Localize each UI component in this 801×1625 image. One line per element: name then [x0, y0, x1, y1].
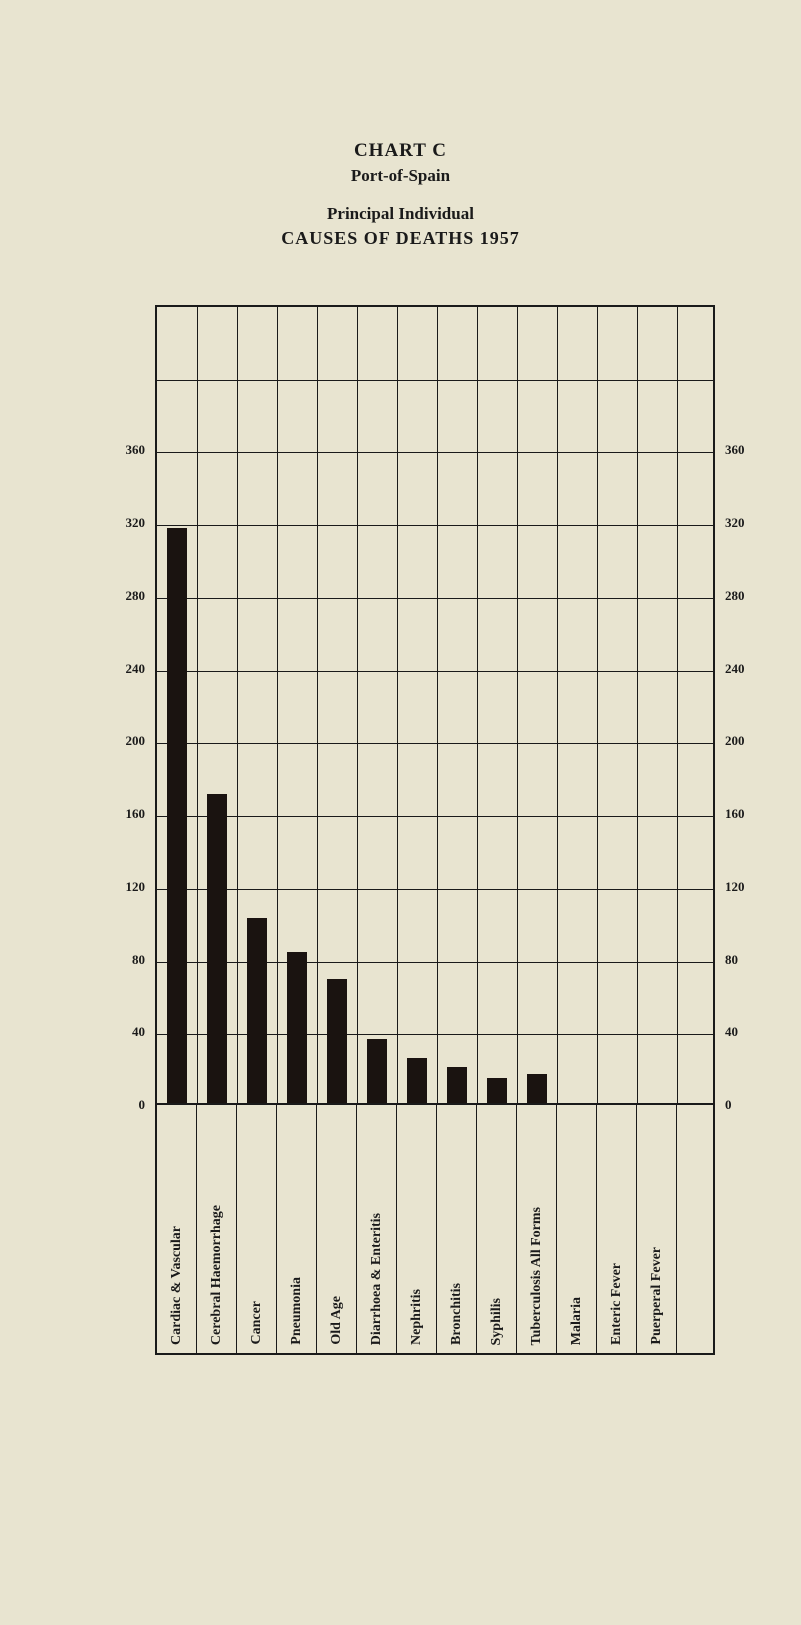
y-axis-tick-left: 360	[126, 442, 146, 458]
y-axis-tick-right: 280	[725, 588, 745, 604]
y-axis-tick-left: 280	[126, 588, 146, 604]
gridline-horizontal	[157, 1034, 713, 1035]
y-axis-tick-left: 160	[126, 806, 146, 822]
gridline-horizontal	[157, 962, 713, 963]
chart-title-main: CHART C	[0, 140, 801, 162]
gridline-horizontal	[157, 743, 713, 744]
y-axis-tick-right: 160	[725, 806, 745, 822]
chart-container: Cardiac & Vascular Cerebral Haemorrhage Ca…	[155, 305, 715, 1355]
gridline-vertical	[357, 307, 358, 1103]
bar	[327, 979, 347, 1103]
y-axis-tick-right: 0	[725, 1097, 732, 1113]
y-axis-tick-right: 360	[725, 442, 745, 458]
chart-title-location: Port-of-Spain	[0, 166, 801, 186]
gridline-vertical	[677, 307, 678, 1103]
y-axis-tick-right: 240	[725, 661, 745, 677]
x-axis-label: Old Age	[329, 1296, 345, 1345]
y-axis-tick-right: 120	[725, 879, 745, 895]
gridline-horizontal	[157, 816, 713, 817]
x-axis-label: Diarrhoea & Enteritis	[369, 1213, 385, 1345]
gridline-vertical	[397, 307, 398, 1103]
x-axis-label: Syphilis	[489, 1298, 505, 1345]
gridline-vertical	[277, 307, 278, 1103]
x-axis-label-cell: Old Age	[317, 1105, 357, 1355]
x-axis-label: Tuberculosis All Forms	[529, 1207, 545, 1345]
x-axis-label: Malaria	[569, 1297, 585, 1345]
gridline-horizontal	[157, 598, 713, 599]
x-axis-label-cell: Pneumonia	[277, 1105, 317, 1355]
bar	[207, 794, 227, 1103]
gridline-vertical	[597, 307, 598, 1103]
y-axis-tick-left: 40	[132, 1024, 145, 1040]
x-axis-label: Nephritis	[409, 1289, 425, 1345]
y-axis-tick-left: 120	[126, 879, 146, 895]
gridline-vertical	[517, 307, 518, 1103]
x-axis-label-cell: Nephritis	[397, 1105, 437, 1355]
chart-titles: CHART C Port-of-Spain Principal Individu…	[0, 0, 801, 249]
x-axis-label-cell: Tuberculosis All Forms	[517, 1105, 557, 1355]
x-axis-label: Cancer	[249, 1301, 265, 1345]
chart-title-period: CAUSES OF DEATHS 1957	[0, 228, 801, 249]
y-axis-tick-left: 200	[126, 733, 146, 749]
x-axis-label-area: Cardiac & Vascular Cerebral Haemorrhage Ca…	[155, 1105, 715, 1355]
bar	[447, 1067, 467, 1103]
bar	[487, 1078, 507, 1103]
y-axis-tick-left: 0	[139, 1097, 146, 1113]
x-axis-label: Bronchitis	[449, 1283, 465, 1345]
gridline-horizontal	[157, 452, 713, 453]
gridline-horizontal	[157, 889, 713, 890]
bar	[527, 1074, 547, 1103]
gridline-vertical	[477, 307, 478, 1103]
gridline-vertical	[317, 307, 318, 1103]
x-axis-label-cell: Cancer	[237, 1105, 277, 1355]
y-axis-tick-right: 40	[725, 1024, 738, 1040]
x-axis-label-cell	[677, 1105, 717, 1355]
gridline-horizontal	[157, 525, 713, 526]
plot-area	[155, 305, 715, 1105]
gridline-vertical	[237, 307, 238, 1103]
x-axis-label: Cerebral Haemorrhage	[209, 1205, 225, 1345]
y-axis-tick-left: 320	[126, 515, 146, 531]
x-axis-label: Enteric Fever	[609, 1263, 625, 1345]
x-axis-label-cell: Diarrhoea & Enteritis	[357, 1105, 397, 1355]
x-axis-label: Puerperal Fever	[649, 1247, 665, 1345]
x-axis-label-cell: Cardiac & Vascular	[157, 1105, 197, 1355]
x-axis-label-cell: Enteric Fever	[597, 1105, 637, 1355]
bar	[367, 1039, 387, 1103]
y-axis-tick-right: 320	[725, 515, 745, 531]
gridline-vertical	[197, 307, 198, 1103]
gridline-vertical	[637, 307, 638, 1103]
gridline-vertical	[437, 307, 438, 1103]
x-axis-label-cell: Syphilis	[477, 1105, 517, 1355]
x-axis-label-cell: Malaria	[557, 1105, 597, 1355]
y-axis-tick-left: 80	[132, 952, 145, 968]
x-axis-label: Cardiac & Vascular	[169, 1226, 185, 1345]
x-axis-label-cell: Cerebral Haemorrhage	[197, 1105, 237, 1355]
x-axis-label-cell: Puerperal Fever	[637, 1105, 677, 1355]
gridline-horizontal	[157, 671, 713, 672]
bar	[247, 918, 267, 1103]
y-axis-tick-right: 80	[725, 952, 738, 968]
gridline-horizontal	[157, 380, 713, 381]
chart-title-subject: Principal Individual	[0, 204, 801, 224]
y-axis-tick-right: 200	[725, 733, 745, 749]
x-axis-label-cell: Bronchitis	[437, 1105, 477, 1355]
bar	[407, 1058, 427, 1103]
bar	[287, 952, 307, 1103]
gridline-vertical	[557, 307, 558, 1103]
y-axis-tick-left: 240	[126, 661, 146, 677]
bar	[167, 528, 187, 1103]
x-axis-label: Pneumonia	[289, 1277, 305, 1345]
